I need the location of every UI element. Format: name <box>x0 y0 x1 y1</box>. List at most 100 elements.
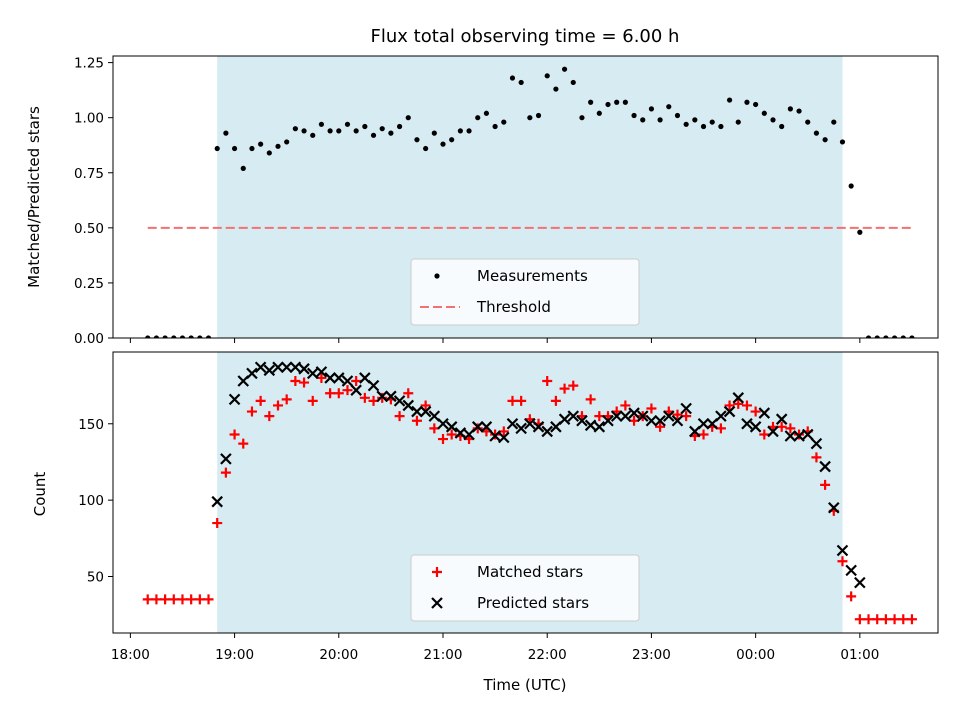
bottom-predicted-point <box>828 501 840 514</box>
top-measurement-point <box>518 79 524 86</box>
top-measurement-point <box>605 101 611 108</box>
top-measurement-point <box>231 145 238 152</box>
top-measurement-point <box>379 126 385 132</box>
bottom-matched-point <box>342 385 353 396</box>
top-measurement-point <box>466 128 472 134</box>
bottom-matched-point <box>507 395 518 406</box>
bottom-ytick-label: 50 <box>87 569 104 585</box>
top-measurement-point <box>197 335 203 338</box>
bottom-predicted-point <box>411 405 423 418</box>
bottom-matched-point <box>212 518 223 529</box>
bottom-predicted-point <box>819 460 831 473</box>
bottom-predicted-point <box>610 410 623 422</box>
top-measurement-point <box>249 145 255 152</box>
bottom-predicted-point <box>524 417 536 430</box>
xtick-label: 21:00 <box>424 647 463 663</box>
chart-title: Flux total observing time = 6.00 h <box>371 26 680 47</box>
bottom-predicted-point <box>784 430 797 442</box>
top-measurement-point <box>666 104 672 110</box>
top-measurement-point <box>631 112 637 119</box>
bottom-predicted-point <box>602 414 614 427</box>
bottom-matched-point <box>872 614 883 625</box>
bottom-matched-point <box>620 400 631 411</box>
top-measurement-point <box>683 121 689 127</box>
xtick-label: 20:00 <box>319 647 358 663</box>
bottom-matched-point <box>585 394 596 405</box>
bottom-matched-point <box>403 388 414 399</box>
bottom-matched-point <box>820 479 831 490</box>
bottom-predicted-point <box>558 413 571 425</box>
bottom-matched-point <box>220 467 231 478</box>
xtick-label: 22:00 <box>528 647 567 663</box>
bottom-ylabel: Count <box>31 472 49 517</box>
top-measurement-point <box>336 128 342 134</box>
top-measurement-point <box>692 117 698 123</box>
bottom-matched-point <box>264 411 275 422</box>
bottom-predicted-point <box>801 428 814 441</box>
top-measurement-point <box>535 112 542 119</box>
bottom-matched-point <box>550 395 561 406</box>
top-measurement-point <box>457 128 463 134</box>
top-measurement-point <box>848 183 854 189</box>
top-legend-label: Threshold <box>476 298 551 316</box>
bottom-predicted-point <box>489 430 501 442</box>
top-measurement-point <box>779 123 785 130</box>
top-measurement-point <box>813 130 820 136</box>
bottom-legend-label: Matched stars <box>477 563 583 581</box>
top-measurement-point <box>179 335 186 338</box>
top-measurement-point <box>301 128 307 134</box>
bottom-matched-point <box>160 594 171 605</box>
top-measurement-point <box>718 123 724 130</box>
top-measurement-point <box>909 335 915 338</box>
top-measurement-point <box>492 123 498 130</box>
top-measurement-point <box>648 106 655 112</box>
bottom-legend: Matched stars Predicted stars <box>410 554 640 622</box>
top-measurement-point <box>527 115 533 121</box>
top-measurement-point <box>891 335 898 338</box>
bottom-matched-point <box>785 423 796 434</box>
top-measurement-point <box>171 335 177 338</box>
top-measurement-point <box>223 130 229 136</box>
bottom-matched-point <box>898 614 909 625</box>
bottom-predicted-point <box>593 421 606 433</box>
bottom-predicted-point <box>367 379 380 392</box>
bottom-predicted-point <box>715 410 727 422</box>
top-measurement-point <box>475 115 481 121</box>
bottom-matched-point <box>359 392 370 403</box>
bottom-matched-point <box>333 388 344 399</box>
bottom-matched-point <box>759 429 770 440</box>
bottom-matched-point <box>290 376 301 387</box>
bottom-matched-point <box>168 594 179 605</box>
bottom-predicted-point <box>775 413 788 425</box>
top-measurement-point <box>414 137 420 143</box>
top-measurement-point <box>744 99 750 105</box>
bottom-predicted-point <box>471 421 484 433</box>
top-measurement-point <box>553 86 559 92</box>
bottom-predicted-point <box>758 407 771 419</box>
top-measurement-point <box>822 137 828 143</box>
bottom-predicted-point <box>350 384 362 396</box>
top-measurement-point <box>570 79 576 86</box>
xtick-label: 19:00 <box>215 647 254 663</box>
bottom-predicted-point <box>749 421 762 433</box>
bottom-matched-point <box>811 452 822 463</box>
bottom-matched-point <box>194 594 205 605</box>
top-legend-dot-swatch <box>434 273 440 279</box>
bottom-predicted-point <box>836 544 849 557</box>
top-measurement-point <box>344 121 351 127</box>
bottom-predicted-point <box>254 361 267 374</box>
top-measurement-point <box>501 119 507 125</box>
bottom-matched-point <box>698 429 709 440</box>
bottom-matched-point <box>255 395 266 406</box>
xtick-label: 18:00 <box>111 647 150 663</box>
top-measurement-point <box>596 110 602 116</box>
top-measurement-point <box>753 101 759 108</box>
top-measurement-point <box>883 335 889 338</box>
bottom-predicted-point <box>532 421 545 433</box>
bottom-legend-box <box>410 554 640 622</box>
top-measurement-point <box>240 165 246 171</box>
top-ytick-label: 1.00 <box>74 111 104 127</box>
top-measurement-point <box>162 335 168 338</box>
top-legend-box <box>410 258 640 326</box>
bottom-predicted-point <box>663 410 675 422</box>
